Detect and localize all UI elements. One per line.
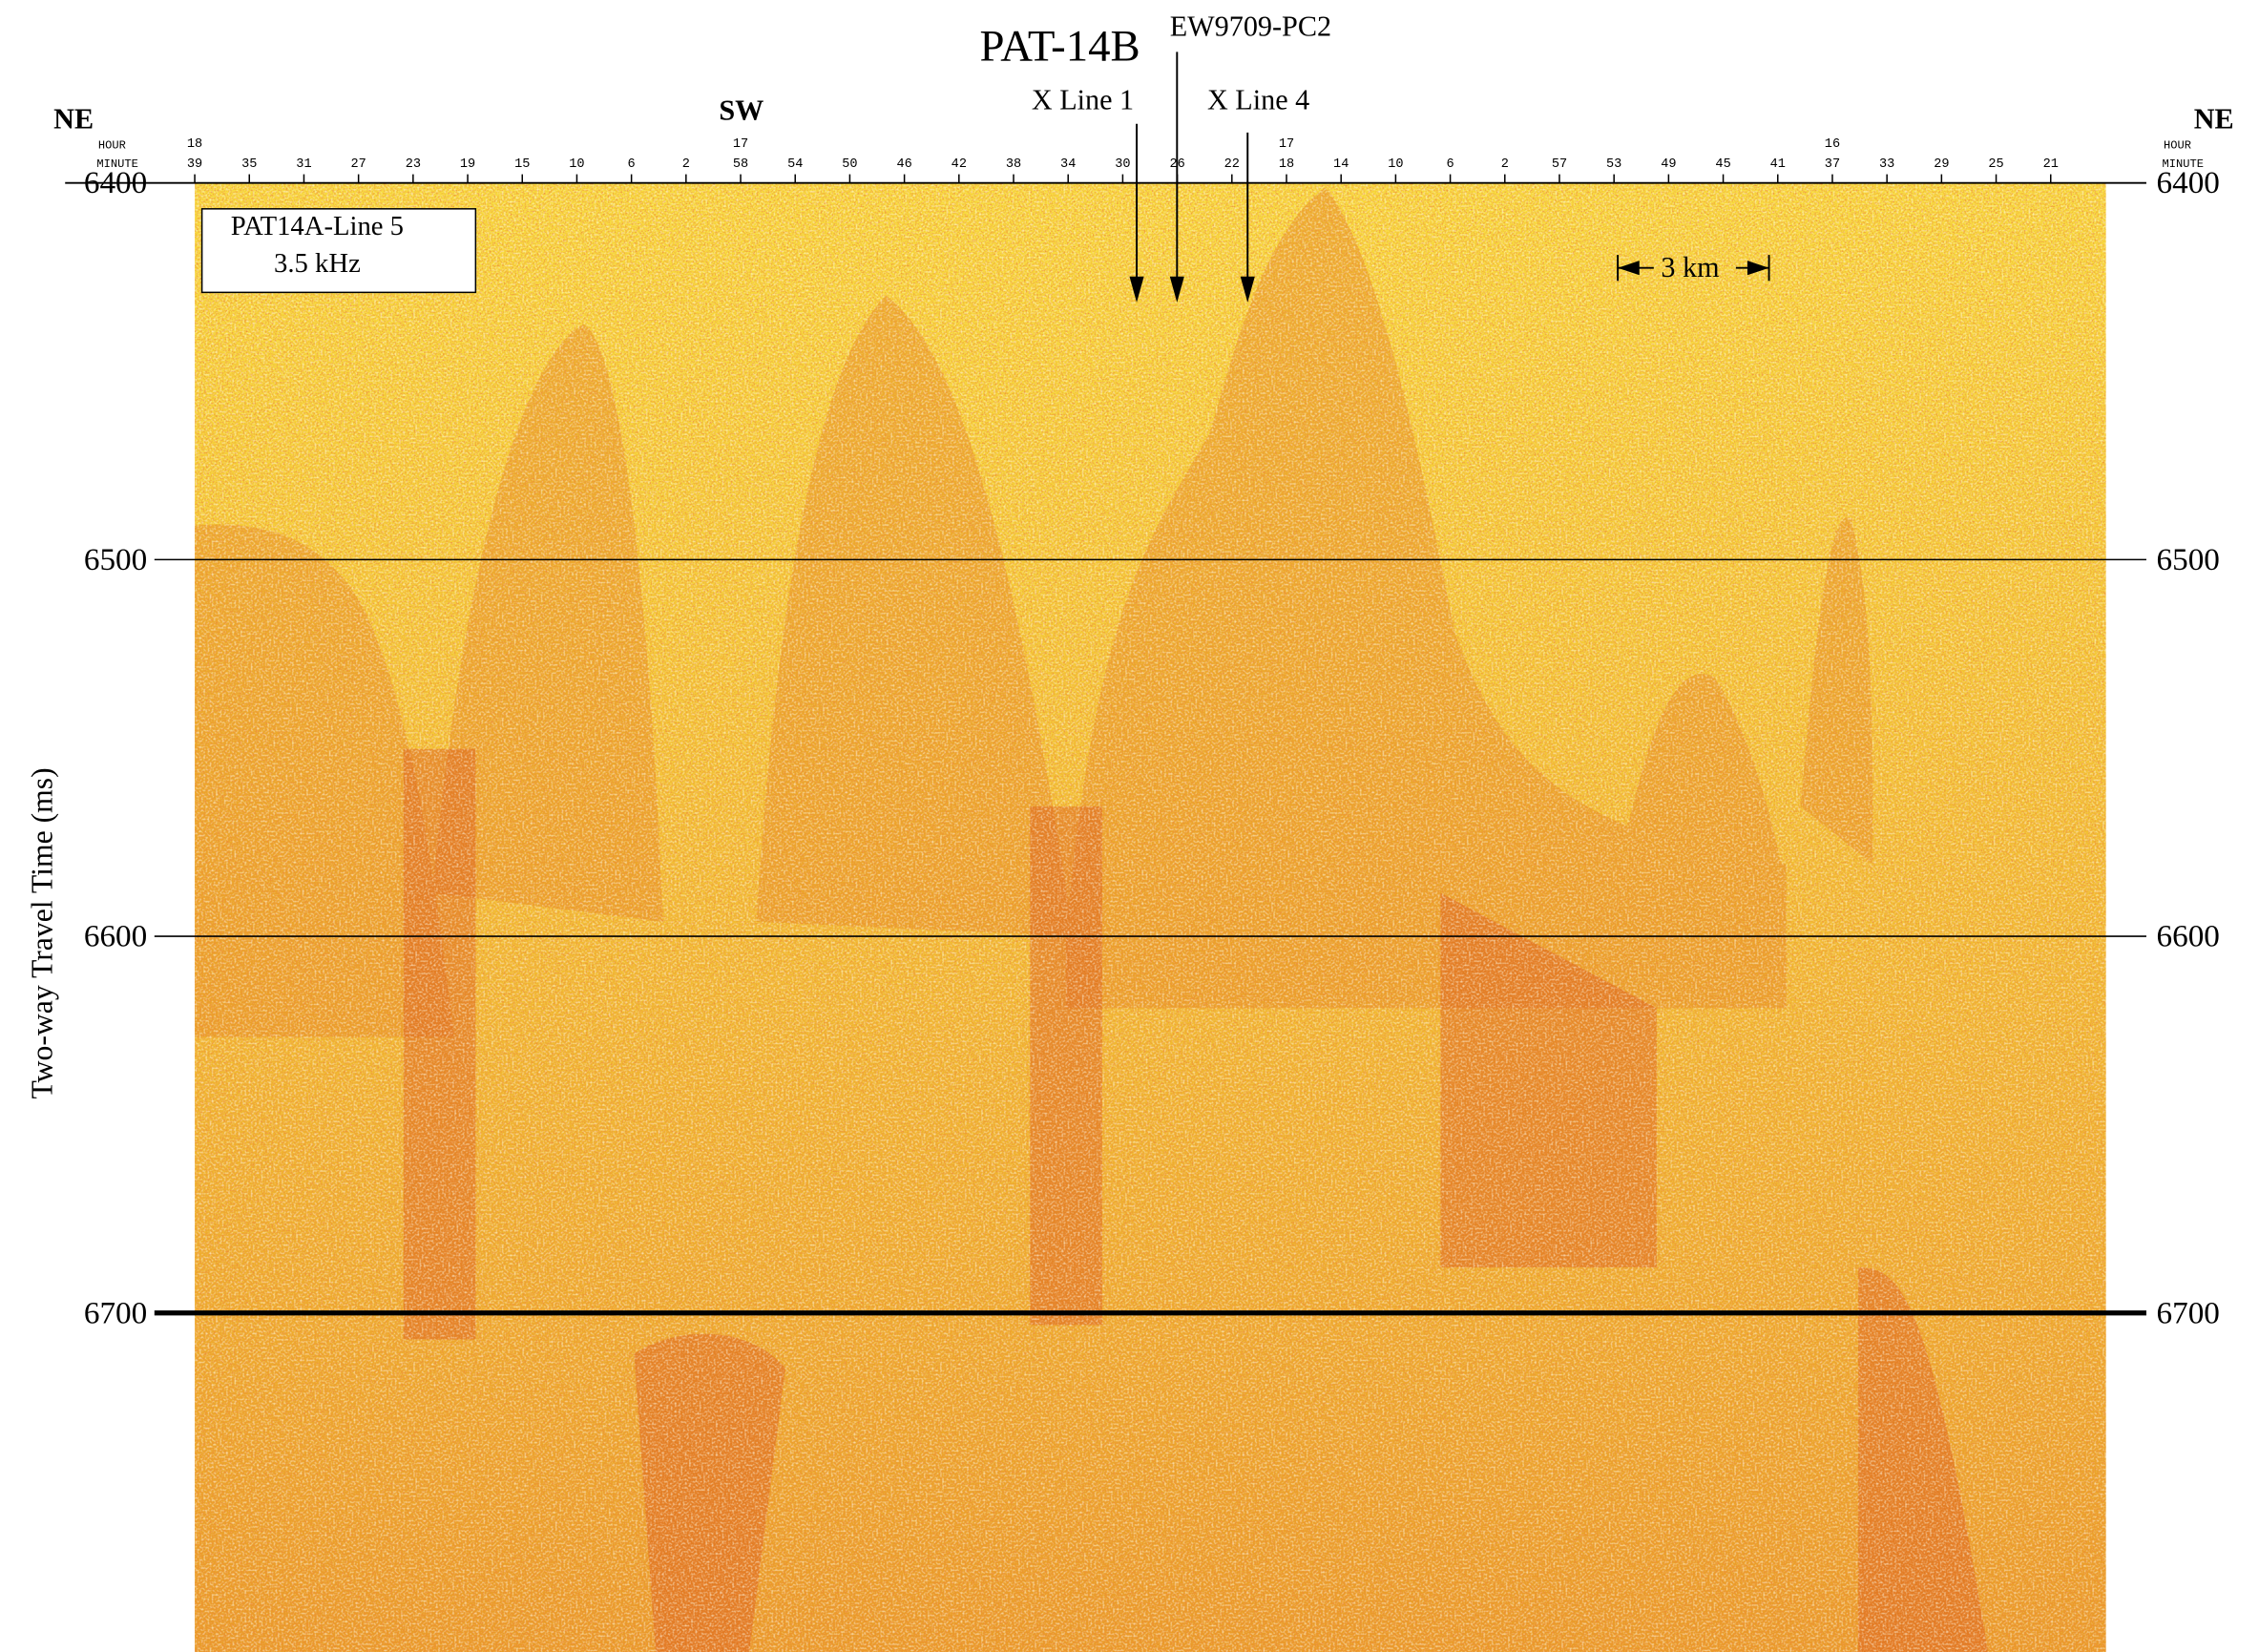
minute-tick-label: 57	[1552, 157, 1567, 172]
minute-tick-label: 19	[460, 157, 475, 172]
minute-tick-label: 41	[1770, 157, 1786, 172]
arrow-heads	[1129, 276, 1255, 303]
minute-tick-label: 22	[1224, 157, 1240, 172]
minute-label: MINUTE	[2163, 157, 2204, 171]
hour-tick-label: 16	[1825, 137, 1840, 152]
y-axis-label: Two-way Travel Time (ms)	[26, 767, 59, 1098]
minute-tick-label: 23	[406, 157, 421, 172]
minute-tick-label: 29	[1934, 157, 1949, 172]
site-title: PAT-14B	[980, 21, 1140, 71]
crossing-label: X Line 4	[1207, 84, 1309, 116]
minute-tick-label: 53	[1606, 157, 1621, 172]
y-tick-label: 6700	[84, 1295, 147, 1330]
y-tick-label: 6600	[2157, 919, 2220, 954]
y-tick-label: 6400	[2157, 165, 2220, 200]
minute-tick-label: 6	[628, 157, 636, 172]
minute-tick-label: 15	[514, 157, 530, 172]
minute-tick-label: 50	[842, 157, 857, 172]
y-tick-label: 6600	[84, 919, 147, 954]
minute-tick-label: 42	[952, 157, 967, 172]
minute-tick-label: 46	[896, 157, 911, 172]
inset-box	[200, 208, 477, 294]
inset-frequency: 3.5 kHz	[274, 248, 361, 279]
hour-label: HOUR	[98, 138, 126, 152]
y-tick-label: 6700	[2157, 1295, 2220, 1330]
minute-tick-label: 18	[1279, 157, 1294, 172]
scale-label: 3 km	[1661, 251, 1719, 283]
core-label: EW9709-PC2	[1170, 10, 1331, 43]
arrows	[1136, 52, 1249, 282]
minute-tick-label: 26	[1169, 157, 1184, 172]
minute-tick-label: 35	[241, 157, 257, 172]
minute-tick-label: 39	[187, 157, 202, 172]
minute-tick-label: 33	[1879, 157, 1894, 172]
hour-label: HOUR	[2164, 138, 2191, 152]
minute-tick-label: 6	[1447, 157, 1454, 172]
inset-line: PAT14A-Line 5	[231, 211, 404, 241]
scale-bar	[1617, 255, 1770, 282]
minute-tick-label: 27	[351, 157, 366, 172]
direction-right: NE	[2194, 102, 2234, 135]
minute-tick-label: 58	[733, 157, 748, 172]
minute-tick-label: 25	[1988, 157, 2003, 172]
hour-tick-label: 18	[187, 137, 202, 152]
direction-middle: SW	[719, 94, 763, 126]
minute-tick-label: 34	[1060, 157, 1076, 172]
direction-left: NE	[53, 102, 94, 135]
hour-tick-label: 17	[733, 137, 748, 152]
y-tick-label: 6500	[2157, 542, 2220, 577]
minute-tick-label: 31	[296, 157, 311, 172]
hour-tick-label: 17	[1279, 137, 1294, 152]
minute-tick-label: 2	[682, 157, 690, 172]
minute-tick-label: 54	[787, 157, 803, 172]
minute-tick-label: 38	[1006, 157, 1021, 172]
minute-tick-label: 21	[2043, 157, 2059, 172]
minute-tick-label: 30	[1115, 157, 1130, 172]
sonar-image	[195, 182, 2106, 1652]
minute-label: MINUTE	[96, 157, 137, 171]
y-tick-label: 6400	[84, 165, 147, 200]
minute-tick-label: 10	[1388, 157, 1403, 172]
minute-tick-label: 2	[1501, 157, 1509, 172]
minute-tick-label: 49	[1661, 157, 1676, 172]
minute-tick-label: 10	[569, 157, 584, 172]
minute-tick-label: 37	[1825, 157, 1840, 172]
minute-tick-label: 14	[1333, 157, 1349, 172]
minute-tick-label: 45	[1715, 157, 1730, 172]
crossing-label: X Line 1	[1032, 84, 1134, 116]
y-tick-label: 6500	[84, 542, 147, 577]
